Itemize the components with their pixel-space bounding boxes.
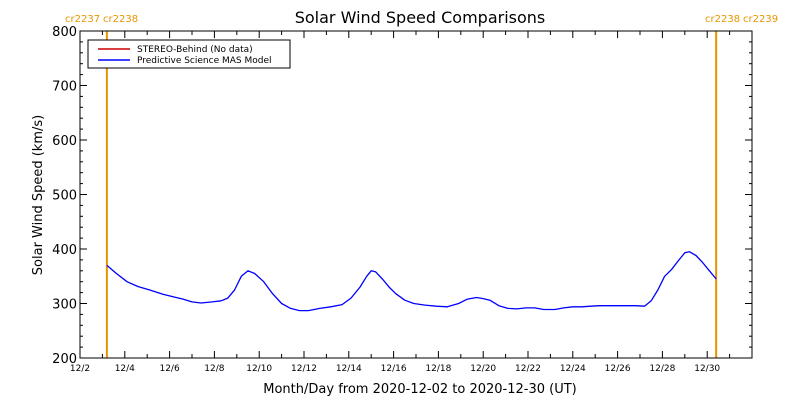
- legend-label-stereo: STEREO-Behind (No data): [137, 45, 253, 55]
- x-tick-label: 12/6: [159, 364, 179, 374]
- cr-marker-1-left-label: cr2237: [65, 14, 100, 25]
- carrington-markers: [105, 31, 718, 358]
- x-tick-label: 12/14: [336, 364, 362, 374]
- x-tick-label: 12/22: [515, 364, 541, 374]
- y-tick-label: 700: [52, 80, 77, 95]
- x-axis-label: Month/Day from 2020-12-02 to 2020-12-30 …: [263, 382, 576, 397]
- x-tick-label: 12/24: [560, 364, 586, 374]
- axis-ticks: 200 300 400 500 600 700 800 12/2 12/4 12/6 12/8 12/…: [52, 25, 752, 374]
- y-tick-label: 600: [52, 134, 77, 149]
- x-tick-label: 12/16: [381, 364, 407, 374]
- y-tick-label: 300: [52, 298, 77, 313]
- legend: STEREO-Behind (No data) Predictive Scien…: [87, 39, 291, 69]
- y-axis-label: Solar Wind Speed (km/s): [31, 115, 46, 275]
- x-tick-label: 12/26: [605, 364, 631, 374]
- series-layer: [106, 251, 717, 312]
- chart-title: Solar Wind Speed Comparisons: [295, 8, 546, 27]
- cr-marker-2-left-label: cr2238: [705, 14, 740, 25]
- x-tick-label: 12/2: [70, 364, 90, 374]
- y-tick-label: 800: [52, 25, 77, 40]
- legend-label-mas: Predictive Science MAS Model: [137, 56, 272, 66]
- x-tick-label: 12/20: [470, 364, 496, 374]
- x-tick-label: 12/28: [649, 364, 675, 374]
- x-tick-label: 12/4: [115, 364, 135, 374]
- cr-marker-1-right-label: cr2238: [103, 14, 138, 25]
- x-tick-label: 12/10: [246, 364, 272, 374]
- legend-box: [87, 39, 291, 69]
- x-tick-label: 12/18: [425, 364, 451, 374]
- series-line-mas-model: [106, 251, 717, 312]
- cr-marker-2-right-label: cr2239: [743, 14, 778, 25]
- y-tick-label: 500: [52, 189, 77, 204]
- x-tick-label: 12/12: [291, 364, 317, 374]
- x-tick-label: 12/8: [204, 364, 224, 374]
- y-tick-label: 200: [52, 352, 77, 367]
- y-tick-label: 400: [52, 243, 77, 258]
- x-tick-label: 12/30: [694, 364, 720, 374]
- plot-frame: [79, 30, 753, 359]
